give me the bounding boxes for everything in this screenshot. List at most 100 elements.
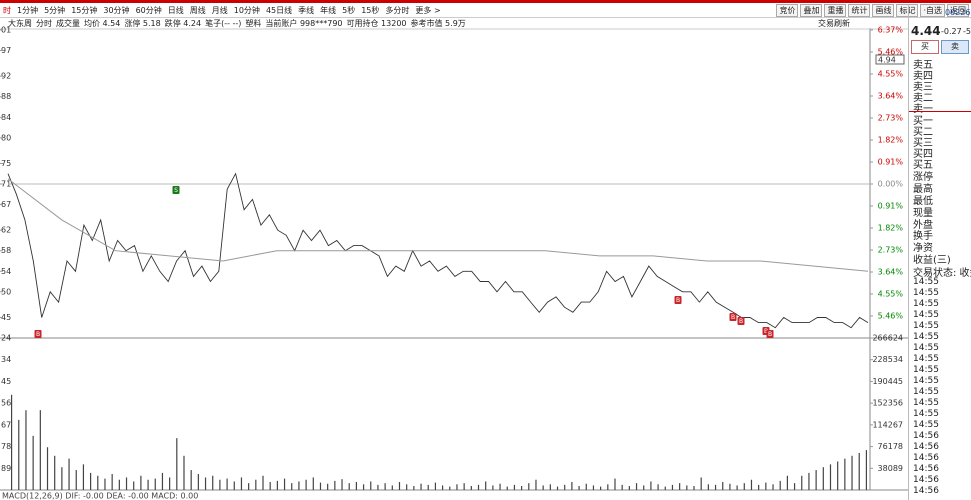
y2-tick-label: 2.73% bbox=[878, 114, 904, 123]
y2-tick-label: 3.64% bbox=[878, 92, 904, 101]
toolbar-item[interactable]: 15秒 bbox=[361, 6, 380, 15]
trade-marker bbox=[737, 317, 745, 325]
toolbar-button[interactable]: 统计 bbox=[848, 4, 871, 17]
toolbar-button[interactable]: 重播 bbox=[824, 4, 847, 17]
toolbar-button[interactable]: 标记 bbox=[896, 4, 919, 17]
tick-time: 14:55 bbox=[913, 365, 939, 375]
quote-field: 外盘 bbox=[913, 220, 933, 231]
y-tick-label: 01 bbox=[1, 26, 11, 35]
toolbar-item[interactable]: 日线 bbox=[167, 6, 184, 15]
y2-tick-label: 3.64% bbox=[878, 268, 904, 277]
tick-time: 14:55 bbox=[913, 409, 939, 419]
toolbar-item[interactable]: 10分钟 bbox=[233, 6, 260, 15]
order-level: 买五 bbox=[913, 160, 933, 171]
quote-field: 净资 bbox=[913, 243, 933, 254]
tick-time: 14:55 bbox=[913, 321, 939, 331]
trade-marker-label: B bbox=[764, 328, 768, 335]
cursor-box bbox=[875, 54, 905, 65]
toolbar-item[interactable]: 5秒 bbox=[342, 6, 356, 15]
toolbar-button[interactable]: 竞价 bbox=[776, 4, 799, 17]
last-price: 4.44 bbox=[911, 24, 941, 38]
cursor-label: 4.94 bbox=[878, 56, 896, 65]
volume-tick-label: 228534 bbox=[872, 355, 903, 364]
trade-marker-label: B bbox=[739, 318, 743, 325]
toolbar-item[interactable]: 周线 bbox=[189, 6, 206, 15]
y2-tick-label: 4.55% bbox=[878, 290, 904, 299]
trade-marker-label: S bbox=[174, 187, 178, 194]
trade-marker-label: B bbox=[36, 331, 40, 338]
volume-left-label: 67 bbox=[1, 420, 11, 429]
volume-tick-label: 38089 bbox=[878, 464, 903, 473]
toolbar-item[interactable]: 更多 > bbox=[415, 6, 441, 15]
quote-field: 收益(三) bbox=[913, 255, 951, 266]
stock-code: 002263 bbox=[945, 8, 971, 17]
y-tick-label: 97 bbox=[1, 46, 11, 55]
order-level: 买一 bbox=[913, 116, 933, 127]
tick-time: 14:56 bbox=[913, 453, 939, 463]
toolbar-item[interactable]: 45日线 bbox=[265, 6, 293, 15]
toolbar-button[interactable]: 叠加 bbox=[800, 4, 823, 17]
top-bar bbox=[0, 0, 971, 3]
volume-left-label: 24 bbox=[1, 334, 11, 343]
y2-tick-label: 6.37% bbox=[878, 26, 904, 35]
y2-tick-label: 2.73% bbox=[878, 246, 904, 255]
info-item: 成交量 bbox=[56, 19, 80, 28]
y2-tick-label: 4.55% bbox=[878, 70, 904, 79]
tick-time: 14:55 bbox=[913, 343, 939, 353]
y2-tick-label: 0.91% bbox=[878, 158, 904, 167]
quote-field: 最高 bbox=[913, 184, 933, 195]
toolbar-button[interactable]: 返回 bbox=[947, 4, 969, 17]
quote-field: 换手 bbox=[913, 231, 933, 242]
order-level: 卖一 bbox=[913, 104, 933, 115]
change-pct: -5 bbox=[963, 27, 971, 36]
toolbar-button[interactable]: ·自选 bbox=[920, 4, 945, 17]
toolbar-buttons: 竞价 叠加 重播 统计 画线 标记 ·自选 返回 bbox=[774, 4, 969, 17]
toolbar-item[interactable]: 时 bbox=[3, 6, 11, 15]
tick-time: 14:55 bbox=[913, 277, 939, 287]
toolbar-item[interactable]: 30分钟 bbox=[103, 6, 130, 15]
toolbar-item[interactable]: 60分钟 bbox=[135, 6, 162, 15]
toolbar-item[interactable]: 多分时 bbox=[385, 6, 410, 15]
volume-left-label: 34 bbox=[1, 355, 11, 364]
trade-marker bbox=[766, 330, 774, 338]
toolbar-button[interactable]: 画线 bbox=[872, 4, 895, 17]
order-level: 卖四 bbox=[913, 71, 933, 82]
toolbar-item[interactable]: 5分钟 bbox=[44, 6, 66, 15]
y2-tick-label: 0.91% bbox=[878, 202, 904, 211]
order-level: 卖二 bbox=[913, 93, 933, 104]
quote-field: 现量 bbox=[913, 208, 933, 219]
toolbar-item[interactable]: 年线 bbox=[320, 6, 337, 15]
y2-tick-label: 5.46% bbox=[878, 312, 904, 321]
trade-marker bbox=[34, 330, 42, 338]
order-level: 买二 bbox=[913, 127, 933, 138]
tick-time: 14:55 bbox=[913, 299, 939, 309]
toolbar-item[interactable]: 15分钟 bbox=[71, 6, 98, 15]
y2-tick-label: 0.00% bbox=[878, 180, 904, 189]
info-item: 笔子(-- --) bbox=[205, 19, 242, 28]
volume-left-label: 56 bbox=[1, 399, 11, 408]
average-line bbox=[7, 178, 869, 272]
change: -0.27 bbox=[941, 27, 962, 36]
y2-tick-label: 5.46% bbox=[878, 48, 904, 57]
y-tick-label: 92 bbox=[1, 72, 11, 81]
toolbar-item[interactable]: 季线 bbox=[298, 6, 315, 15]
order-level: 卖五 bbox=[913, 60, 933, 71]
trade-marker-label: B bbox=[676, 297, 680, 304]
refresh[interactable]: 交易刷新 bbox=[818, 19, 850, 28]
info-item: 分时 bbox=[36, 19, 52, 28]
toolbar-item[interactable]: 1分钟 bbox=[17, 6, 39, 15]
y-tick-label: 88 bbox=[1, 92, 11, 101]
tick-time: 14:55 bbox=[913, 387, 939, 397]
volume-tick-label: 190445 bbox=[872, 377, 903, 386]
divider bbox=[909, 111, 971, 112]
info-item: 参考市值 5.9万 bbox=[410, 19, 466, 28]
volume-tick-label: 76178 bbox=[878, 442, 903, 451]
toolbar-item[interactable]: 月线 bbox=[211, 6, 228, 15]
buy-button[interactable]: 买 bbox=[911, 40, 939, 54]
sell-button[interactable]: 卖 bbox=[941, 40, 969, 54]
tick-time: 14:55 bbox=[913, 310, 939, 320]
tick-time: 14:55 bbox=[913, 420, 939, 430]
trade-marker bbox=[674, 296, 682, 304]
y-tick-label: 80 bbox=[1, 133, 11, 142]
